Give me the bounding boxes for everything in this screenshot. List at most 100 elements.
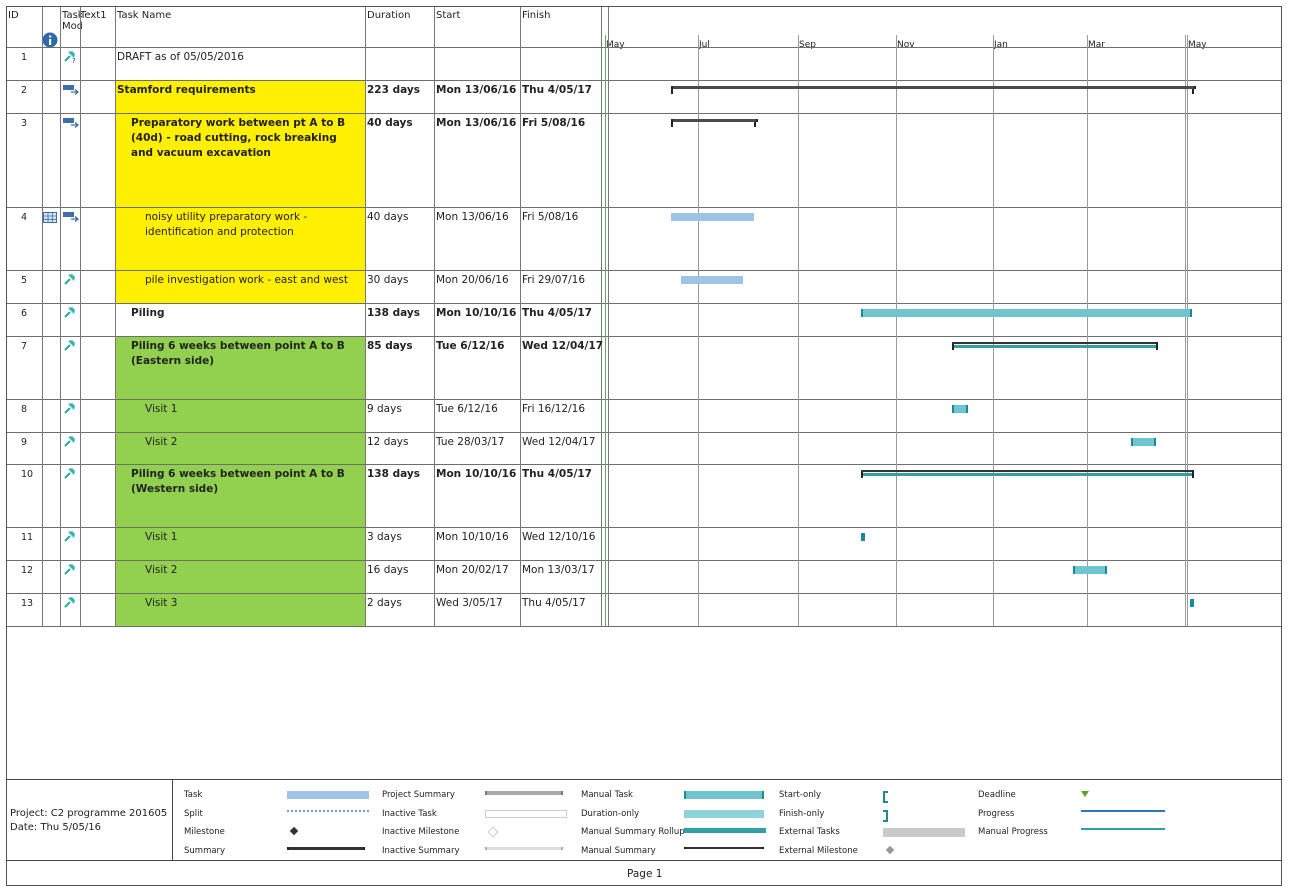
manual-task-bar[interactable] bbox=[951, 405, 968, 413]
task-name[interactable]: noisy utility preparatory work - identif… bbox=[145, 211, 308, 238]
task-start[interactable]: Mon 20/06/16 bbox=[436, 274, 509, 286]
manual-task-bar[interactable] bbox=[860, 309, 1192, 317]
legend-swatch bbox=[1081, 828, 1165, 830]
manual-summary-bar[interactable] bbox=[951, 342, 1156, 344]
table-row[interactable]: 8 Visit 1 9 days Tue 6/12/16 Fri 16/12/16 bbox=[7, 399, 1281, 432]
task-duration[interactable]: 3 days bbox=[367, 531, 402, 543]
task-name[interactable]: Visit 2 bbox=[145, 436, 178, 448]
task-name[interactable]: Preparatory work between pt A to B (40d)… bbox=[131, 117, 346, 159]
task-start[interactable]: Mon 13/06/16 bbox=[436, 211, 509, 223]
task-duration[interactable]: 30 days bbox=[367, 274, 409, 286]
legend-swatch bbox=[684, 810, 764, 818]
summary-bar[interactable] bbox=[670, 119, 759, 122]
task-duration[interactable]: 40 days bbox=[367, 117, 413, 129]
task-finish[interactable]: Fri 5/08/16 bbox=[522, 117, 586, 129]
table-row[interactable]: 9 Visit 2 12 days Tue 28/03/17 Wed 12/04/17 bbox=[7, 432, 1281, 464]
task-start[interactable]: Tue 6/12/16 bbox=[436, 340, 505, 352]
table-row[interactable]: 7 Piling 6 weeks between point A to B (E… bbox=[7, 336, 1281, 399]
table-row[interactable]: 10 Piling 6 weeks between point A to B (… bbox=[7, 464, 1281, 527]
task-start[interactable]: Tue 28/03/17 bbox=[436, 436, 505, 448]
timescale-label: Sep bbox=[799, 40, 816, 50]
legend-label: Inactive Summary bbox=[382, 846, 460, 856]
task-start[interactable]: Mon 10/10/16 bbox=[436, 468, 517, 480]
task-finish[interactable]: Wed 12/10/16 bbox=[522, 531, 596, 543]
task-finish[interactable]: Wed 12/04/17 bbox=[522, 436, 596, 448]
task-name[interactable]: Visit 2 bbox=[145, 564, 178, 576]
manual-summary-bar[interactable] bbox=[860, 470, 1192, 472]
legend-label: Finish-only bbox=[779, 809, 825, 819]
task-finish[interactable]: Fri 16/12/16 bbox=[522, 403, 586, 415]
col-header-duration[interactable]: Duration bbox=[367, 10, 411, 21]
table-row[interactable]: 2 Stamford requirements 223 days Mon 13/06… bbox=[7, 80, 1281, 113]
task-name[interactable]: Piling bbox=[131, 307, 165, 319]
task-start[interactable]: Tue 6/12/16 bbox=[436, 403, 498, 415]
task-start[interactable]: Mon 13/06/16 bbox=[436, 84, 517, 96]
print-page: ID Task Mod Text1 Task Name Duration Sta… bbox=[6, 6, 1282, 886]
task-duration[interactable]: 138 days bbox=[367, 468, 420, 480]
task-name[interactable]: Stamford requirements bbox=[117, 84, 256, 96]
legend-swatch bbox=[883, 810, 888, 822]
task-duration[interactable]: 223 days bbox=[367, 84, 420, 96]
task-finish[interactable]: Thu 4/05/17 bbox=[522, 84, 592, 96]
task-bar[interactable] bbox=[681, 276, 744, 284]
legend-label: Manual Summary Rollup bbox=[581, 827, 685, 837]
task-duration[interactable]: 85 days bbox=[367, 340, 413, 352]
task-duration[interactable]: 9 days bbox=[367, 403, 402, 415]
task-start[interactable]: Mon 13/06/16 bbox=[436, 117, 517, 129]
task-name[interactable]: Piling 6 weeks between point A to B (Eas… bbox=[131, 340, 345, 367]
task-start[interactable]: Mon 10/10/16 bbox=[436, 531, 509, 543]
col-header-task-name[interactable]: Task Name bbox=[117, 10, 172, 21]
col-header-task-mode[interactable]: Task Mod bbox=[62, 10, 82, 32]
task-finish[interactable]: Mon 13/03/17 bbox=[522, 564, 595, 576]
table-row[interactable]: 3 Preparatory work between pt A to B (40… bbox=[7, 113, 1281, 207]
row-id: 9 bbox=[21, 437, 28, 448]
task-start[interactable]: Mon 10/10/16 bbox=[436, 307, 517, 319]
table-row[interactable]: 6 Piling 138 days Mon 10/10/16 Thu 4/05/17 bbox=[7, 303, 1281, 336]
col-header-id[interactable]: ID bbox=[8, 10, 19, 21]
task-duration[interactable]: 16 days bbox=[367, 564, 409, 576]
col-header-finish[interactable]: Finish bbox=[522, 10, 551, 21]
col-header-text1[interactable]: Text1 bbox=[80, 10, 107, 21]
manual-task-bar[interactable] bbox=[1131, 438, 1156, 446]
task-finish[interactable]: Thu 4/05/17 bbox=[522, 597, 586, 609]
row-divider bbox=[7, 336, 1281, 337]
table-row[interactable]: 1 ? DRAFT as of 05/05/2016 bbox=[7, 47, 1281, 80]
col-divider bbox=[60, 7, 61, 626]
table-row[interactable]: 5 pile investigation work - east and wes… bbox=[7, 270, 1281, 303]
manual-task-bar[interactable] bbox=[1190, 599, 1195, 607]
task-finish[interactable]: Fri 29/07/16 bbox=[522, 274, 586, 286]
task-start[interactable]: Wed 3/05/17 bbox=[436, 597, 503, 609]
task-start[interactable]: Mon 20/02/17 bbox=[436, 564, 509, 576]
col-header-start[interactable]: Start bbox=[436, 10, 461, 21]
task-finish[interactable]: Fri 5/08/16 bbox=[522, 211, 579, 223]
legend-swatch bbox=[287, 847, 365, 850]
task-finish[interactable]: Thu 4/05/17 bbox=[522, 307, 592, 319]
task-duration[interactable]: 138 days bbox=[367, 307, 420, 319]
task-finish[interactable]: Wed 12/04/17 bbox=[522, 340, 604, 352]
project-label: Project: C2 programme 201605 bbox=[10, 808, 168, 819]
task-name[interactable]: Visit 1 bbox=[145, 531, 178, 543]
table-row[interactable]: 11 Visit 1 3 days Mon 10/10/16 Wed 12/10/16 bbox=[7, 527, 1281, 560]
legend-label: External Milestone bbox=[779, 846, 858, 856]
manual-task-bar[interactable] bbox=[1072, 566, 1107, 574]
row-divider bbox=[7, 113, 1281, 114]
summary-bar[interactable] bbox=[670, 86, 1196, 89]
row-id: 1 bbox=[21, 52, 28, 63]
table-row[interactable]: 4 noisy utility preparatory work - ident… bbox=[7, 207, 1281, 270]
task-name[interactable]: Piling 6 weeks between point A to B (Wes… bbox=[131, 468, 345, 495]
task-name[interactable]: Visit 1 bbox=[145, 403, 178, 415]
manual-task-bar[interactable] bbox=[860, 533, 865, 541]
task-bar[interactable] bbox=[670, 213, 755, 221]
row-fill bbox=[115, 271, 365, 303]
task-name[interactable]: pile investigation work - east and west bbox=[145, 274, 349, 286]
task-duration[interactable]: 12 days bbox=[367, 436, 409, 448]
legend-label: Start-only bbox=[779, 790, 821, 800]
table-row[interactable]: 13 Visit 3 2 days Wed 3/05/17 Thu 4/05/17 bbox=[7, 593, 1281, 626]
task-finish[interactable]: Thu 4/05/17 bbox=[522, 468, 592, 480]
task-duration[interactable]: 40 days bbox=[367, 211, 409, 223]
table-row[interactable]: 12 Visit 2 16 days Mon 20/02/17 Mon 13/03/1… bbox=[7, 560, 1281, 593]
task-name[interactable]: Visit 3 bbox=[145, 597, 178, 609]
col-divider bbox=[434, 7, 435, 626]
task-duration[interactable]: 2 days bbox=[367, 597, 402, 609]
task-name[interactable]: DRAFT as of 05/05/2016 bbox=[117, 51, 244, 63]
